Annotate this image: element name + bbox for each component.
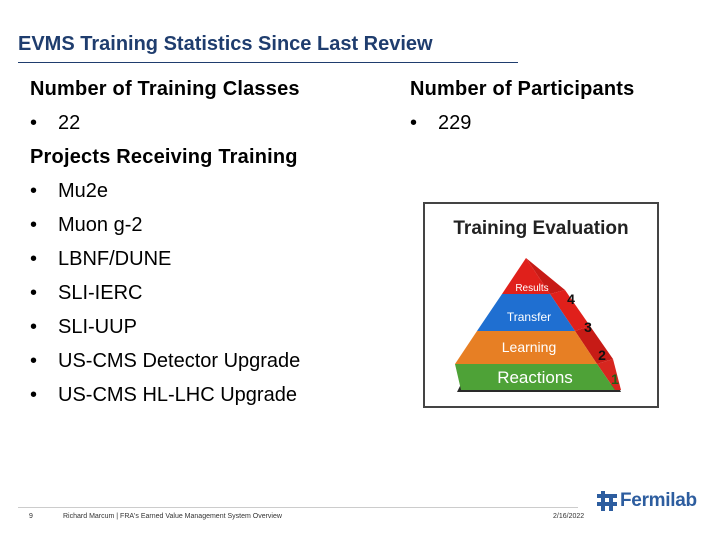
- transfer-level: [477, 294, 575, 331]
- project-name: LBNF/DUNE: [58, 248, 172, 270]
- learning-label: Learning: [502, 339, 557, 355]
- project-name: US-CMS Detector Upgrade: [58, 350, 301, 372]
- bullet: •: [30, 180, 38, 202]
- reactions-side: [597, 359, 621, 390]
- transfer-label: Transfer: [507, 310, 551, 324]
- title-underline: [18, 62, 518, 63]
- bullet: •: [30, 350, 38, 372]
- participants-value-item: • 229: [410, 106, 710, 140]
- bullet: •: [30, 248, 38, 270]
- reactions-label: Reactions: [497, 368, 573, 387]
- figure-title: Training Evaluation: [453, 218, 629, 239]
- fermilab-logo: Fermilab: [597, 490, 697, 512]
- project-name: US-CMS HL-LHC Upgrade: [58, 384, 297, 406]
- transfer-side: [550, 290, 590, 331]
- right-column: Number of Participants • 229: [410, 72, 710, 140]
- list-item: • SLI-UUP: [30, 310, 400, 344]
- project-name: SLI-IERC: [58, 282, 143, 304]
- bullet: •: [410, 112, 418, 134]
- participants-heading: Number of Participants: [410, 78, 635, 100]
- projects-heading: Projects Receiving Training: [30, 146, 298, 168]
- pyramid-diagram: Results Transfer Learning Reactions 4 3 …: [455, 258, 621, 392]
- learning-side: [575, 326, 613, 364]
- list-item: • Muon g-2: [30, 208, 400, 242]
- fermilab-logo-icon: [597, 491, 617, 511]
- training-evaluation-figure: Results Transfer Learning Reactions 4 3 …: [423, 202, 659, 408]
- learning-level: [455, 331, 597, 364]
- list-item: • US-CMS HL-LHC Upgrade: [30, 378, 400, 412]
- list-item: • SLI-IERC: [30, 276, 400, 310]
- level-number: 3: [584, 319, 592, 335]
- level-number: 4: [567, 291, 575, 307]
- bullet: •: [30, 316, 38, 338]
- list-item: • Mu2e: [30, 174, 400, 208]
- footer-divider: [18, 507, 578, 508]
- results-side: [526, 258, 565, 294]
- slide-title: EVMS Training Statistics Since Last Revi…: [18, 33, 433, 55]
- bullet: •: [30, 214, 38, 236]
- list-item: • LBNF/DUNE: [30, 242, 400, 276]
- footer-date: 2/16/2022: [553, 513, 585, 520]
- page-number: 9: [29, 513, 33, 520]
- classes-value-item: • 22: [30, 106, 400, 140]
- classes-heading: Number of Training Classes: [30, 78, 300, 100]
- level-number: 2: [598, 347, 606, 363]
- results-label: Results: [515, 283, 548, 294]
- project-name: SLI-UUP: [58, 316, 137, 338]
- bullet: •: [30, 384, 38, 406]
- results-level: [502, 258, 550, 294]
- logo-text: Fermilab: [620, 490, 697, 511]
- bullet: •: [30, 282, 38, 304]
- classes-value: 22: [58, 112, 81, 134]
- left-column: Number of Training Classes • 22 Projects…: [30, 72, 400, 412]
- reactions-level: [455, 364, 615, 390]
- footer-text: Richard Marcum | FRA's Earned Value Mana…: [63, 513, 282, 520]
- participants-value: 229: [438, 112, 472, 134]
- bullet: •: [30, 112, 38, 134]
- projects-list: • Mu2e • Muon g-2 • LBNF/DUNE • SLI-IERC • SL…: [30, 174, 400, 412]
- project-name: Muon g-2: [58, 214, 143, 236]
- level-number: 1: [611, 371, 619, 387]
- project-name: Mu2e: [58, 180, 109, 202]
- list-item: • US-CMS Detector Upgrade: [30, 344, 400, 378]
